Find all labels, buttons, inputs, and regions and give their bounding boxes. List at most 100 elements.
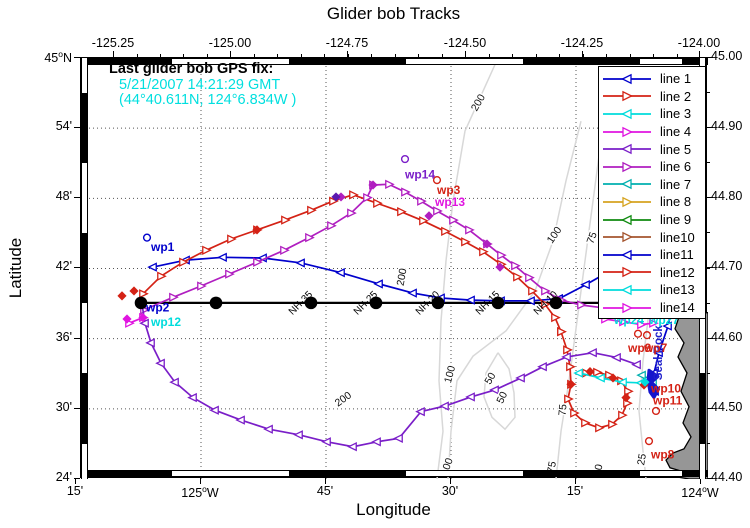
legend-entry-label: line14 xyxy=(660,300,695,316)
legend-marker-triangle xyxy=(621,249,632,260)
diamond-marker xyxy=(566,379,576,389)
top-axis-minor-tick xyxy=(183,54,185,57)
diamond-marker xyxy=(138,313,148,323)
contour-depth-label: 75 xyxy=(557,403,570,416)
left-axis-tick xyxy=(74,408,80,409)
top-axis-tick-label: -124.00 xyxy=(677,36,721,50)
diamond-marker xyxy=(608,373,618,383)
bathymetry-contour xyxy=(436,58,499,479)
track-marker-triangle xyxy=(335,268,345,278)
bottom-axis-tick-label: 45' xyxy=(316,484,334,498)
nh-station-dot xyxy=(209,296,223,310)
legend-marker-triangle xyxy=(621,284,632,296)
diamond-marker xyxy=(424,211,434,221)
bottom-axis-tick xyxy=(700,478,701,484)
track-marker-triangle xyxy=(611,352,621,363)
right-axis-minor-tick xyxy=(707,302,710,304)
top-axis-minor-tick xyxy=(441,54,443,57)
top-axis-tick-label: -125.25 xyxy=(91,36,135,50)
track-marker-triangle xyxy=(557,326,567,337)
track-line2 xyxy=(139,190,567,337)
track-marker-triangle xyxy=(347,208,357,218)
right-axis-tick xyxy=(707,57,713,58)
top-axis-minor-tick xyxy=(371,54,373,57)
track-marker-triangle xyxy=(587,348,597,358)
track-marker-triangle xyxy=(209,405,219,415)
top-axis-minor-tick xyxy=(606,54,608,57)
top-axis-tick-label: -124.25 xyxy=(560,36,604,50)
right-axis-tick-label: 45.00 xyxy=(711,49,743,63)
nh-station-dot xyxy=(431,296,445,310)
right-axis-minor-tick xyxy=(707,197,710,199)
legend-entry-label: line12 xyxy=(660,264,695,280)
track-marker-triangle xyxy=(363,192,373,203)
gps-fix-time: 5/21/2007 14:21:29 GMT xyxy=(119,76,281,93)
fancy-border-top xyxy=(81,58,708,65)
legend-line-sample xyxy=(603,196,651,208)
top-axis-tick-label: -124.50 xyxy=(443,36,487,50)
legend-entry-line5: line 5 xyxy=(599,140,705,158)
legend-line-sample xyxy=(603,284,651,296)
right-axis-minor-tick xyxy=(707,478,710,479)
track-marker-triangle xyxy=(145,338,155,348)
track-marker-triangle xyxy=(511,260,521,271)
track-marker-triangle xyxy=(227,234,237,244)
top-axis-minor-tick xyxy=(324,54,326,57)
diamond-marker xyxy=(585,367,595,377)
track-marker-triangle xyxy=(373,198,383,208)
track-path xyxy=(604,318,654,326)
legend-entry-line7: line 7 xyxy=(599,176,705,194)
diamond-marker xyxy=(252,225,262,235)
track-marker-triangle xyxy=(419,216,429,226)
track-marker-triangle xyxy=(662,321,672,331)
right-axis-minor-tick xyxy=(707,57,710,58)
left-axis-tick xyxy=(74,197,80,198)
right-axis-tick-label: 44.50 xyxy=(711,400,743,414)
top-axis-minor-tick xyxy=(206,54,208,57)
bottom-axis-tick xyxy=(75,478,76,484)
fancy-border-bottom xyxy=(81,470,708,477)
bottom-axis-tick xyxy=(450,478,451,484)
track-marker-triangle xyxy=(581,418,591,428)
right-axis-minor-tick xyxy=(707,267,710,269)
x-axis-label: Longitude xyxy=(356,500,431,519)
track-marker-triangle xyxy=(139,318,149,328)
right-axis-tick-label: 44.70 xyxy=(711,259,743,273)
track-marker-triangle xyxy=(179,257,189,267)
legend-marker-triangle xyxy=(621,179,632,190)
top-axis-minor-tick xyxy=(253,54,255,57)
track-marker-triangle xyxy=(329,196,339,206)
legend-entry-line10: line10 xyxy=(599,228,705,246)
diamond-marker xyxy=(336,192,346,202)
track-marker-triangle xyxy=(393,433,403,443)
waypoint-label-wp7: wp7 xyxy=(643,341,668,355)
track-marker-triangle xyxy=(631,359,641,370)
top-axis-minor-tick xyxy=(488,54,490,57)
seal-rock-label: Seal Rock xyxy=(653,325,665,381)
nh-station-dot xyxy=(549,296,563,310)
diamond-marker xyxy=(640,377,650,387)
legend-line-sample xyxy=(603,161,651,173)
diamond-marker xyxy=(495,262,505,272)
legend-entry-label: line 8 xyxy=(660,194,692,210)
waypoint-label-wp2: wp2 xyxy=(145,300,170,314)
gps-fix-header: Last glider bob GPS fix: xyxy=(109,61,274,77)
gps-fix-position: (44°40.611N, 124°6.834W ) xyxy=(119,92,297,108)
track-marker-triangle xyxy=(563,345,573,355)
right-axis-tick xyxy=(707,408,713,409)
track-marker-triangle xyxy=(373,279,383,289)
track-marker-triangle xyxy=(327,221,337,231)
top-axis-minor-tick xyxy=(559,54,561,57)
track-marker-triangle xyxy=(479,246,489,257)
top-axis-minor-tick xyxy=(465,54,467,57)
land-polygon xyxy=(665,312,708,479)
track-marker-triangle xyxy=(580,279,590,290)
top-axis-tick xyxy=(582,51,583,57)
top-axis-tick-label: -125.00 xyxy=(208,36,252,50)
track-marker-triangle xyxy=(169,377,179,387)
bottom-axis-tick-label: 125oW xyxy=(181,484,219,501)
track-marker-triangle xyxy=(618,410,628,420)
diamond-marker xyxy=(117,291,127,301)
